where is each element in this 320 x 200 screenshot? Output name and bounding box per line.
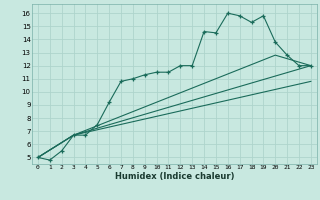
- X-axis label: Humidex (Indice chaleur): Humidex (Indice chaleur): [115, 172, 234, 181]
